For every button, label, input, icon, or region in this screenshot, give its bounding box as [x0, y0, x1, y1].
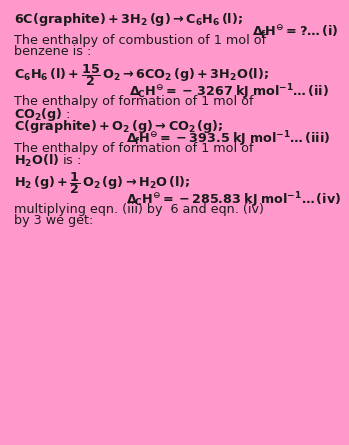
- Text: $\mathbf{H_2\,(g)+\dfrac{1}{2}\,O_2\,(g)\rightarrow H_2O\,(l);}$: $\mathbf{H_2\,(g)+\dfrac{1}{2}\,O_2\,(g)…: [14, 170, 190, 196]
- Text: $\mathbf{\Delta_{\!f}H^{\ominus}=?\ldots\,(i)}$: $\mathbf{\Delta_{\!f}H^{\ominus}=?\ldots…: [252, 22, 339, 40]
- Text: The enthalpy of formation of 1 mol of: The enthalpy of formation of 1 mol of: [14, 95, 253, 108]
- Text: The enthalpy of formation of 1 mol of: The enthalpy of formation of 1 mol of: [14, 142, 253, 154]
- Text: The enthalpy of combustion of 1 mol of: The enthalpy of combustion of 1 mol of: [14, 34, 266, 47]
- Text: $\mathbf{C_6H_6\,(l)+\dfrac{15}{2}\,O_2\rightarrow 6CO_2\,(g)+3H_2O(l);}$: $\mathbf{C_6H_6\,(l)+\dfrac{15}{2}\,O_2\…: [14, 62, 269, 88]
- Text: $\mathbf{H_2O(l)}$ is :: $\mathbf{H_2O(l)}$ is :: [14, 153, 81, 169]
- Text: $\mathbf{\Delta_{\!C}H^{\ominus}=-285.83\;kJ\;mol^{-1}\ldots\,(iv)}$: $\mathbf{\Delta_{\!C}H^{\ominus}=-285.83…: [126, 190, 341, 210]
- Text: $\mathbf{C(graphite)+O_2\,(g)\rightarrow CO_2\,(g);}$: $\mathbf{C(graphite)+O_2\,(g)\rightarrow…: [14, 118, 223, 135]
- Text: $\mathbf{\Delta_{\!C}H^{\ominus}=-\,3267\;kJ\;mol^{-1}\ldots\,(ii)}$: $\mathbf{\Delta_{\!C}H^{\ominus}=-\,3267…: [129, 83, 329, 102]
- Text: $\mathbf{6C(graphite)+3H_2\,(g)\rightarrow C_6H_6\,(l);}$: $\mathbf{6C(graphite)+3H_2\,(g)\rightarr…: [14, 11, 243, 28]
- Text: benzene is :: benzene is :: [14, 45, 91, 58]
- Text: $\mathbf{CO_2(g)}$ :: $\mathbf{CO_2(g)}$ :: [14, 106, 70, 123]
- Text: $\mathbf{\Delta_{\!f}H^{\ominus}=-393.5\;kJ\;mol^{-1}\ldots\,(iii)}$: $\mathbf{\Delta_{\!f}H^{\ominus}=-393.5\…: [126, 129, 330, 149]
- Text: multiplying eqn. (iii) by  6 and eqn. (iv): multiplying eqn. (iii) by 6 and eqn. (iv…: [14, 203, 264, 216]
- Text: by 3 we get:: by 3 we get:: [14, 214, 93, 227]
